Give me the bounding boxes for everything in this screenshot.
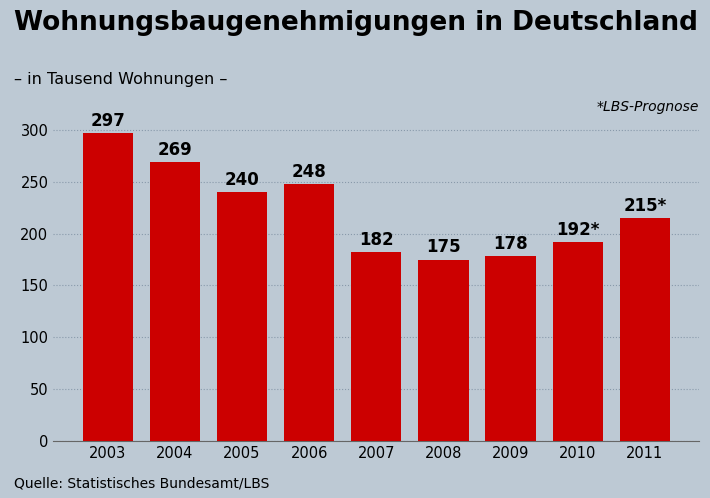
Text: *LBS-Prognose: *LBS-Prognose xyxy=(597,100,699,114)
Text: 178: 178 xyxy=(493,235,528,253)
Bar xyxy=(486,256,536,441)
Text: 192*: 192* xyxy=(556,221,599,239)
Text: 182: 182 xyxy=(359,231,393,249)
Text: 269: 269 xyxy=(158,141,192,159)
Bar xyxy=(82,133,133,441)
Text: 215*: 215* xyxy=(623,197,667,215)
Bar xyxy=(418,259,469,441)
Bar xyxy=(284,184,334,441)
Text: 297: 297 xyxy=(90,112,125,130)
Bar xyxy=(150,162,200,441)
Bar xyxy=(217,192,267,441)
Text: Quelle: Statistisches Bundesamt/LBS: Quelle: Statistisches Bundesamt/LBS xyxy=(14,477,270,491)
Text: – in Tausend Wohnungen –: – in Tausend Wohnungen – xyxy=(14,72,228,87)
Text: 240: 240 xyxy=(224,171,259,189)
Text: 248: 248 xyxy=(292,163,327,181)
Bar xyxy=(620,218,670,441)
Bar xyxy=(351,252,401,441)
Text: 175: 175 xyxy=(426,239,461,256)
Text: Wohnungsbaugenehmigungen in Deutschland: Wohnungsbaugenehmigungen in Deutschland xyxy=(14,10,698,36)
Bar xyxy=(552,242,603,441)
